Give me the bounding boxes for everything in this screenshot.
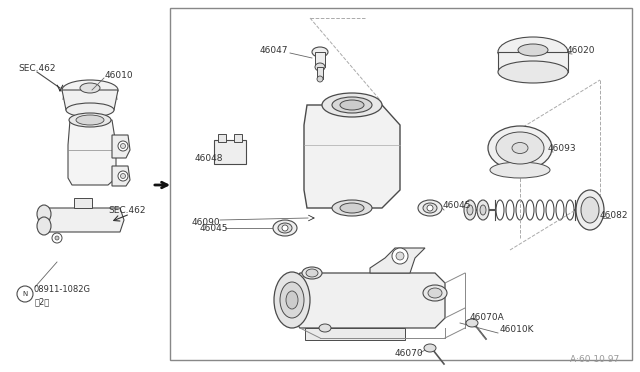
Ellipse shape	[392, 248, 408, 264]
Ellipse shape	[488, 126, 552, 170]
Ellipse shape	[312, 47, 328, 57]
Text: SEC.462: SEC.462	[108, 205, 145, 215]
Text: 46047: 46047	[260, 45, 289, 55]
Ellipse shape	[477, 200, 489, 220]
Bar	[234, 134, 242, 142]
Ellipse shape	[273, 220, 297, 236]
Ellipse shape	[576, 190, 604, 230]
Ellipse shape	[302, 267, 322, 279]
Text: N: N	[22, 291, 28, 297]
Ellipse shape	[464, 200, 476, 220]
Polygon shape	[370, 248, 425, 273]
Bar	[317, 67, 323, 79]
Polygon shape	[112, 135, 130, 158]
Ellipse shape	[427, 205, 433, 211]
Ellipse shape	[332, 97, 372, 113]
Ellipse shape	[118, 141, 128, 151]
Ellipse shape	[512, 142, 528, 154]
Ellipse shape	[496, 132, 544, 164]
Ellipse shape	[278, 223, 292, 233]
Ellipse shape	[37, 217, 51, 235]
Ellipse shape	[581, 197, 599, 223]
Ellipse shape	[315, 63, 325, 71]
Polygon shape	[62, 90, 118, 110]
Ellipse shape	[286, 291, 298, 309]
Text: 46045: 46045	[200, 224, 228, 232]
Ellipse shape	[317, 76, 323, 82]
Text: 46082: 46082	[600, 211, 628, 219]
Bar	[315, 52, 325, 67]
Ellipse shape	[52, 233, 62, 243]
Polygon shape	[112, 166, 130, 186]
Text: 08911-1082G: 08911-1082G	[33, 285, 90, 295]
Text: 46093: 46093	[548, 144, 577, 153]
Text: 46020: 46020	[567, 45, 595, 55]
Ellipse shape	[396, 252, 404, 260]
Ellipse shape	[17, 286, 33, 302]
Text: 46070A: 46070A	[470, 314, 505, 323]
Ellipse shape	[282, 225, 288, 231]
Text: 46045: 46045	[443, 201, 472, 209]
Bar	[498, 52, 568, 72]
Ellipse shape	[332, 200, 372, 216]
Ellipse shape	[322, 93, 382, 117]
Ellipse shape	[76, 115, 104, 125]
Bar	[170, 8, 632, 360]
Ellipse shape	[467, 205, 473, 215]
Text: SEC.462: SEC.462	[18, 64, 56, 73]
Ellipse shape	[480, 205, 486, 215]
Ellipse shape	[498, 37, 568, 67]
Ellipse shape	[280, 282, 304, 318]
Ellipse shape	[498, 61, 568, 83]
Text: 46070: 46070	[395, 349, 424, 357]
Ellipse shape	[37, 205, 51, 223]
Ellipse shape	[424, 344, 436, 352]
Ellipse shape	[418, 200, 442, 216]
Bar	[74, 198, 92, 208]
Ellipse shape	[423, 285, 447, 301]
Text: 46090: 46090	[192, 218, 221, 227]
Ellipse shape	[118, 171, 128, 181]
Ellipse shape	[423, 203, 437, 213]
Polygon shape	[40, 208, 124, 232]
Bar	[305, 328, 405, 340]
Ellipse shape	[518, 44, 548, 56]
Ellipse shape	[319, 324, 331, 332]
Polygon shape	[292, 273, 445, 328]
Ellipse shape	[55, 236, 59, 240]
Ellipse shape	[120, 173, 125, 179]
Ellipse shape	[62, 80, 118, 100]
Ellipse shape	[340, 100, 364, 110]
Text: 46010K: 46010K	[500, 326, 534, 334]
Ellipse shape	[80, 83, 100, 93]
Text: A·60 10 97: A·60 10 97	[570, 356, 620, 365]
Ellipse shape	[428, 288, 442, 298]
Bar	[214, 140, 246, 164]
Polygon shape	[68, 120, 116, 185]
Text: 〈2〉: 〈2〉	[35, 298, 51, 307]
Ellipse shape	[466, 319, 478, 327]
Polygon shape	[304, 105, 400, 208]
Ellipse shape	[66, 103, 114, 117]
Ellipse shape	[306, 269, 318, 277]
Bar	[218, 134, 226, 142]
Ellipse shape	[120, 144, 125, 148]
Ellipse shape	[69, 113, 111, 127]
Ellipse shape	[274, 272, 310, 328]
Text: 46010: 46010	[105, 71, 134, 80]
Ellipse shape	[490, 162, 550, 178]
Text: 46048: 46048	[195, 154, 223, 163]
Ellipse shape	[340, 203, 364, 213]
